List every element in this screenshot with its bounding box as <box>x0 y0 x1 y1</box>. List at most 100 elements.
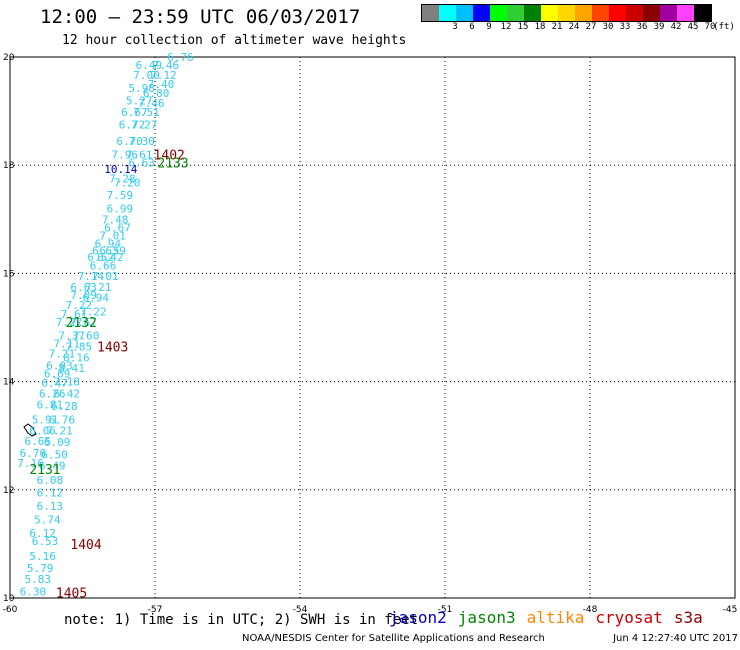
footer: NOAA/NESDIS Center for Satellite Applica… <box>242 633 738 644</box>
wave-height-value: 7.21 <box>49 347 76 360</box>
wave-height-value: 5.79 <box>27 562 53 575</box>
wave-height-value: 7.22 <box>66 299 93 312</box>
wave-height-value: 7.51 <box>133 106 160 119</box>
wave-height-value: 6.42 <box>97 251 124 264</box>
legend-swatch <box>422 5 439 21</box>
satellite-legend-item: altika <box>526 608 585 627</box>
wave-height-value: 10.14 <box>104 163 137 176</box>
legend-label: 42 <box>670 22 682 32</box>
units-note: note: 1) Time is in UTC; 2) SWH is in fe… <box>64 612 419 628</box>
wave-height-value: 7.30 <box>128 135 155 148</box>
wave-height-value: 7.21 <box>46 424 73 437</box>
pass-number-label: 1405 <box>56 587 87 602</box>
wave-height-value: 6.49 <box>39 459 66 472</box>
wave-height-value: 7.14 <box>78 270 105 283</box>
wave-height-value: 7.28 <box>109 173 136 186</box>
legend-swatch <box>490 5 507 21</box>
wave-height-value: 5.83 <box>25 573 52 586</box>
wave-height-value: 6.94 <box>95 238 122 251</box>
wave-height-value: 5.91 <box>32 413 59 426</box>
wave-height-value: 6.28 <box>51 400 77 413</box>
longitude-tick-label: -57 <box>148 605 163 615</box>
legend-label: 45 <box>687 22 699 32</box>
wave-height-value: 6.06 <box>29 424 56 437</box>
wave-height-value: 6.81 <box>37 398 64 411</box>
wave-height-value: 7.85 <box>66 340 93 353</box>
longitude-tick-label: -45 <box>723 605 738 615</box>
latitude-tick-label: 18 <box>3 161 15 171</box>
wave-height-value: 8.41 <box>58 362 84 375</box>
legend-label: 36 <box>636 22 648 32</box>
wave-height-value: 7.18 <box>54 376 81 389</box>
pass-number-label: 1402 <box>154 148 185 163</box>
wave-height-value: 5.27 <box>126 94 153 107</box>
wave-height-value: 7.61 <box>61 308 88 321</box>
wave-height-value: 7.01 <box>92 270 119 283</box>
legend-swatch <box>643 5 660 21</box>
pass-number-label: 2133 <box>157 156 188 171</box>
legend-label: 27 <box>585 22 597 32</box>
latitude-tick-label: 10 <box>3 594 15 604</box>
wave-height-value: 6.53 <box>32 535 59 548</box>
legend-swatch <box>541 5 558 21</box>
legend-swatch <box>660 5 677 21</box>
wave-height-value: 7.12 <box>150 69 177 82</box>
longitude-tick-label: -51 <box>438 605 453 615</box>
page-title: 12:00 – 23:59 UTC 06/03/2017 <box>40 6 361 28</box>
wave-height-value: 6.67 <box>121 106 147 119</box>
wave-height-value: 7.21 <box>85 281 112 294</box>
wave-height-value: 7.46 <box>138 97 165 110</box>
longitude-tick-label: -54 <box>293 605 308 615</box>
latitude-tick-label: 20 <box>3 53 15 63</box>
satellite-legend-item: jason3 <box>457 608 516 627</box>
wave-height-value: 8.16 <box>63 351 90 364</box>
wave-height-value: 7.60 <box>73 330 100 343</box>
satellite-legend-item: cryosat <box>595 608 663 627</box>
wave-height-value: 7.46 <box>153 59 180 72</box>
wave-height-value: 7.16 <box>17 457 44 470</box>
wave-height-value: 6.49 <box>136 59 163 72</box>
wave-height-value: 7.27 <box>56 316 83 329</box>
pass-number-label: 2131 <box>29 463 60 478</box>
wave-height-value: 7.11 <box>54 338 81 351</box>
credit-text: NOAA/NESDIS Center for Satellite Applica… <box>242 633 545 644</box>
wave-height-value: 6.67 <box>104 221 131 234</box>
legend-label: 18 <box>534 22 546 32</box>
legend-label: 6 <box>469 22 475 32</box>
wave-height-value: 7.59 <box>107 189 133 202</box>
wave-height-value: 6.63 <box>70 281 97 294</box>
wave-height-value: 7.61 <box>126 148 153 161</box>
legend-swatch <box>609 5 626 21</box>
wave-height-value: 6.76 <box>49 413 76 426</box>
wave-height-value: 5.74 <box>34 514 61 527</box>
legend-swatch <box>439 5 456 21</box>
wave-height-value: 6.42 <box>54 388 81 401</box>
wave-height-value: 6.50 <box>41 449 68 462</box>
wave-height-value: 7.48 <box>102 213 129 226</box>
satellite-legend-item: jason2 <box>389 608 447 627</box>
wave-height-value: 6.13 <box>37 500 64 513</box>
wave-height-value: 6.76 <box>167 51 194 64</box>
wave-height-value: 6.80 <box>143 87 170 100</box>
map-frame <box>9 56 736 599</box>
wave-height-value: 5.16 <box>29 550 56 563</box>
legend-label: 24 <box>568 22 580 32</box>
wave-height-value: 6.94 <box>83 292 110 305</box>
wave-height-value: 6.76 <box>20 447 46 460</box>
legend-label: 39 <box>653 22 665 32</box>
wave-height-value: 6.93 <box>46 359 73 372</box>
wave-height-value: 6.69 <box>44 367 70 380</box>
pass-number-label: 1403 <box>97 340 128 355</box>
wave-height-value: 6.12 <box>29 527 56 540</box>
wave-height-value: 6.09 <box>44 436 70 449</box>
wave-height-value: 6.99 <box>107 202 133 215</box>
wave-height-value: 7.00 <box>133 69 160 82</box>
legend-unit-label: (ft) <box>713 22 735 32</box>
wave-height-value: 6.66 <box>90 259 117 272</box>
satellite-legend-item: s3a <box>673 608 703 627</box>
wave-height-value: 7.20 <box>114 177 140 190</box>
wave-height-value: 6.08 <box>37 474 64 487</box>
wave-height-value: 7.01 <box>99 230 126 243</box>
wave-height-value: 6.30 <box>20 586 46 599</box>
